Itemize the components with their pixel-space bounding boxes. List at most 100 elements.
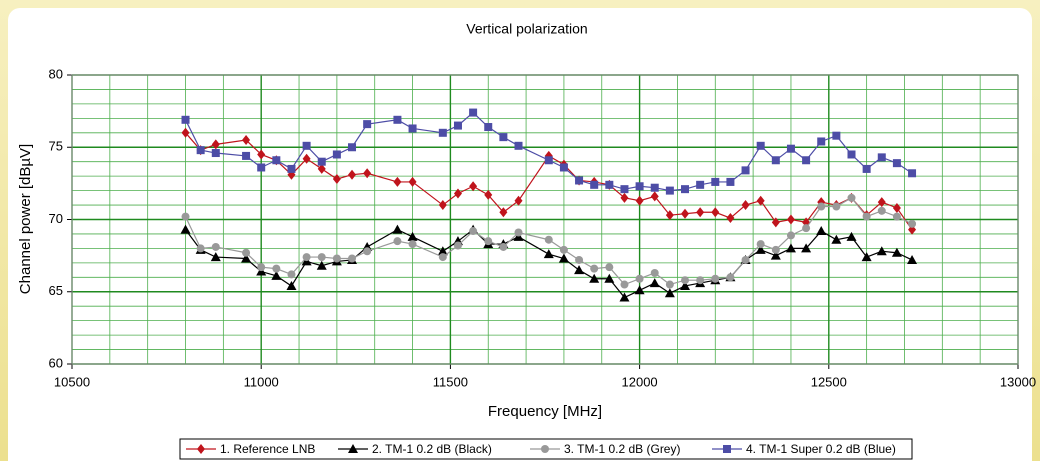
marker xyxy=(272,156,281,165)
marker xyxy=(696,180,705,189)
marker xyxy=(635,274,644,283)
marker xyxy=(892,202,901,213)
marker xyxy=(711,177,720,186)
marker xyxy=(499,242,508,251)
marker xyxy=(741,255,750,264)
marker xyxy=(392,224,403,234)
marker xyxy=(302,253,311,262)
legend-marker xyxy=(348,444,358,453)
marker xyxy=(786,144,795,153)
marker xyxy=(393,115,402,124)
marker xyxy=(469,108,478,117)
marker xyxy=(635,182,644,191)
marker xyxy=(650,268,659,277)
marker xyxy=(316,260,327,270)
marker xyxy=(242,151,251,160)
marker xyxy=(484,189,493,200)
y-tick-label: 75 xyxy=(49,139,63,154)
marker xyxy=(484,123,493,132)
marker xyxy=(847,150,856,159)
marker xyxy=(711,274,720,283)
legend-label: 3. TM-1 0.2 dB (Grey) xyxy=(564,442,680,456)
y-tick-label: 70 xyxy=(49,211,63,226)
marker xyxy=(620,185,629,194)
marker xyxy=(786,231,795,240)
marker xyxy=(257,149,266,160)
marker xyxy=(832,131,841,140)
marker xyxy=(665,210,674,221)
marker xyxy=(241,253,252,263)
marker xyxy=(196,244,205,253)
marker xyxy=(196,146,205,155)
marker xyxy=(575,176,584,185)
marker xyxy=(437,246,448,256)
marker xyxy=(559,163,568,172)
marker xyxy=(348,143,357,152)
marker xyxy=(499,133,508,142)
marker xyxy=(348,169,357,180)
marker xyxy=(408,176,417,187)
marker xyxy=(558,253,569,263)
marker xyxy=(302,141,311,150)
marker xyxy=(317,253,326,262)
marker xyxy=(180,224,191,234)
marker xyxy=(892,212,901,221)
marker xyxy=(831,234,842,244)
marker xyxy=(665,280,674,289)
marker xyxy=(469,227,478,236)
marker xyxy=(181,212,190,221)
marker xyxy=(605,180,614,189)
legend-marker xyxy=(541,445,549,453)
legend-label: 1. Reference LNB xyxy=(220,442,315,456)
y-axis-label: Channel power [dBµV] xyxy=(17,144,34,294)
marker xyxy=(242,135,251,146)
marker xyxy=(302,153,311,164)
marker xyxy=(605,263,614,272)
y-tick-label: 65 xyxy=(49,283,63,298)
marker xyxy=(771,217,780,228)
marker xyxy=(681,185,690,194)
marker xyxy=(891,247,902,257)
marker xyxy=(908,169,917,178)
marker xyxy=(907,254,918,264)
marker xyxy=(817,202,826,211)
marker xyxy=(438,253,447,262)
x-tick-label: 12500 xyxy=(811,374,847,389)
marker xyxy=(876,246,887,256)
marker xyxy=(469,181,478,192)
marker xyxy=(332,174,341,185)
marker xyxy=(741,166,750,175)
marker xyxy=(363,168,372,179)
x-tick-label: 13000 xyxy=(1000,374,1036,389)
marker xyxy=(438,200,447,211)
x-tick-label: 11500 xyxy=(433,374,468,389)
marker xyxy=(181,115,190,124)
marker xyxy=(755,244,766,254)
marker xyxy=(877,153,886,162)
legend-label: 4. TM-1 Super 0.2 dB (Blue) xyxy=(746,442,896,456)
marker xyxy=(877,206,886,215)
marker xyxy=(590,264,599,273)
marker xyxy=(756,240,765,249)
marker xyxy=(665,186,674,195)
marker xyxy=(453,241,462,250)
x-tick-label: 10500 xyxy=(54,374,90,389)
marker xyxy=(696,207,705,218)
marker xyxy=(619,292,630,302)
marker xyxy=(348,254,357,263)
marker xyxy=(257,263,266,272)
marker xyxy=(210,252,221,262)
x-tick-label: 12000 xyxy=(622,374,658,389)
marker xyxy=(271,270,282,280)
marker xyxy=(770,250,781,260)
marker xyxy=(559,245,568,254)
marker xyxy=(681,276,690,285)
marker xyxy=(393,237,402,246)
marker xyxy=(407,231,418,241)
marker xyxy=(211,149,220,158)
marker xyxy=(846,231,857,241)
marker xyxy=(650,191,659,202)
marker xyxy=(574,265,585,275)
marker xyxy=(544,156,553,165)
